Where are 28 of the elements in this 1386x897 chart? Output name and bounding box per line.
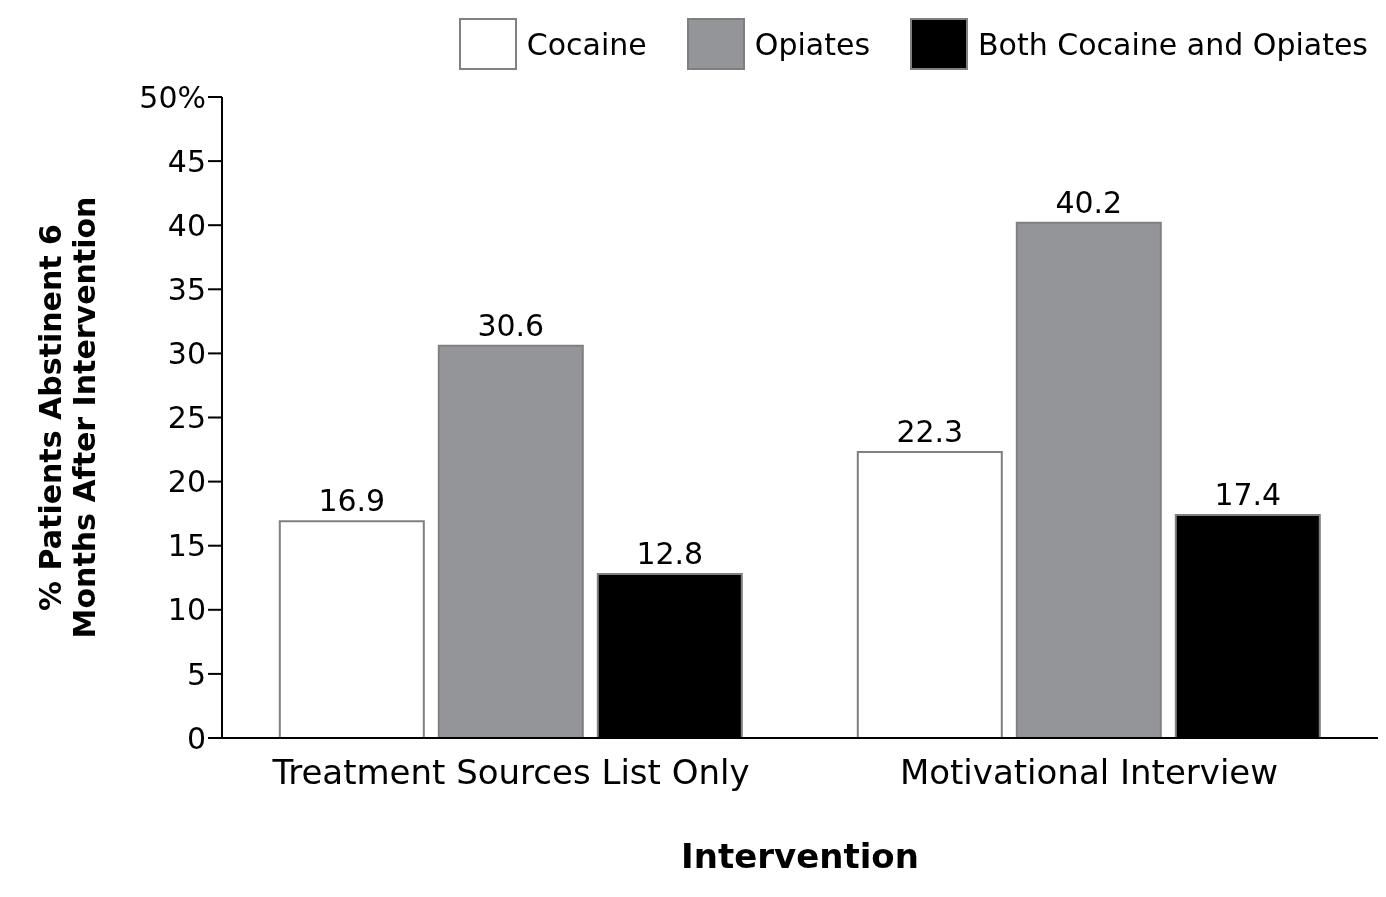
y-tick-label: 45	[167, 143, 206, 179]
legend-label: Opiates	[754, 26, 871, 62]
y-tick-label: 5	[186, 656, 206, 692]
data-label: 16.9	[318, 483, 386, 519]
data-label: 30.6	[477, 307, 545, 343]
x-tick-label: Treatment Sources List Only	[271, 752, 750, 793]
y-tick-label: 25	[167, 400, 206, 436]
legend-label: Both Cocaine and Opiates	[978, 26, 1368, 62]
x-tick-label: Motivational Interview	[899, 752, 1279, 793]
data-label: 40.2	[1055, 184, 1123, 220]
y-tick-label: 10	[167, 592, 206, 628]
y-tick-label: 35	[167, 271, 206, 307]
bar	[278, 520, 425, 738]
y-tick-label: 0	[186, 720, 206, 756]
y-tick-label: 15	[167, 528, 206, 564]
y-tick-label: 20	[167, 464, 206, 500]
bar	[856, 451, 1003, 738]
bar	[1015, 221, 1162, 738]
x-axis-title: Intervention	[681, 836, 919, 876]
y-axis-title: % Patients Abstinent 6 Months After Intervention	[33, 196, 102, 639]
data-label: 12.8	[636, 535, 704, 571]
bar	[437, 344, 584, 738]
y-tick-label: 50%	[139, 79, 206, 115]
legend-label: Cocaine	[526, 26, 647, 62]
data-label: 22.3	[896, 414, 964, 450]
y-tick-label: 40	[167, 207, 206, 243]
data-label: 17.4	[1214, 476, 1282, 512]
y-tick-label: 30	[167, 336, 206, 372]
